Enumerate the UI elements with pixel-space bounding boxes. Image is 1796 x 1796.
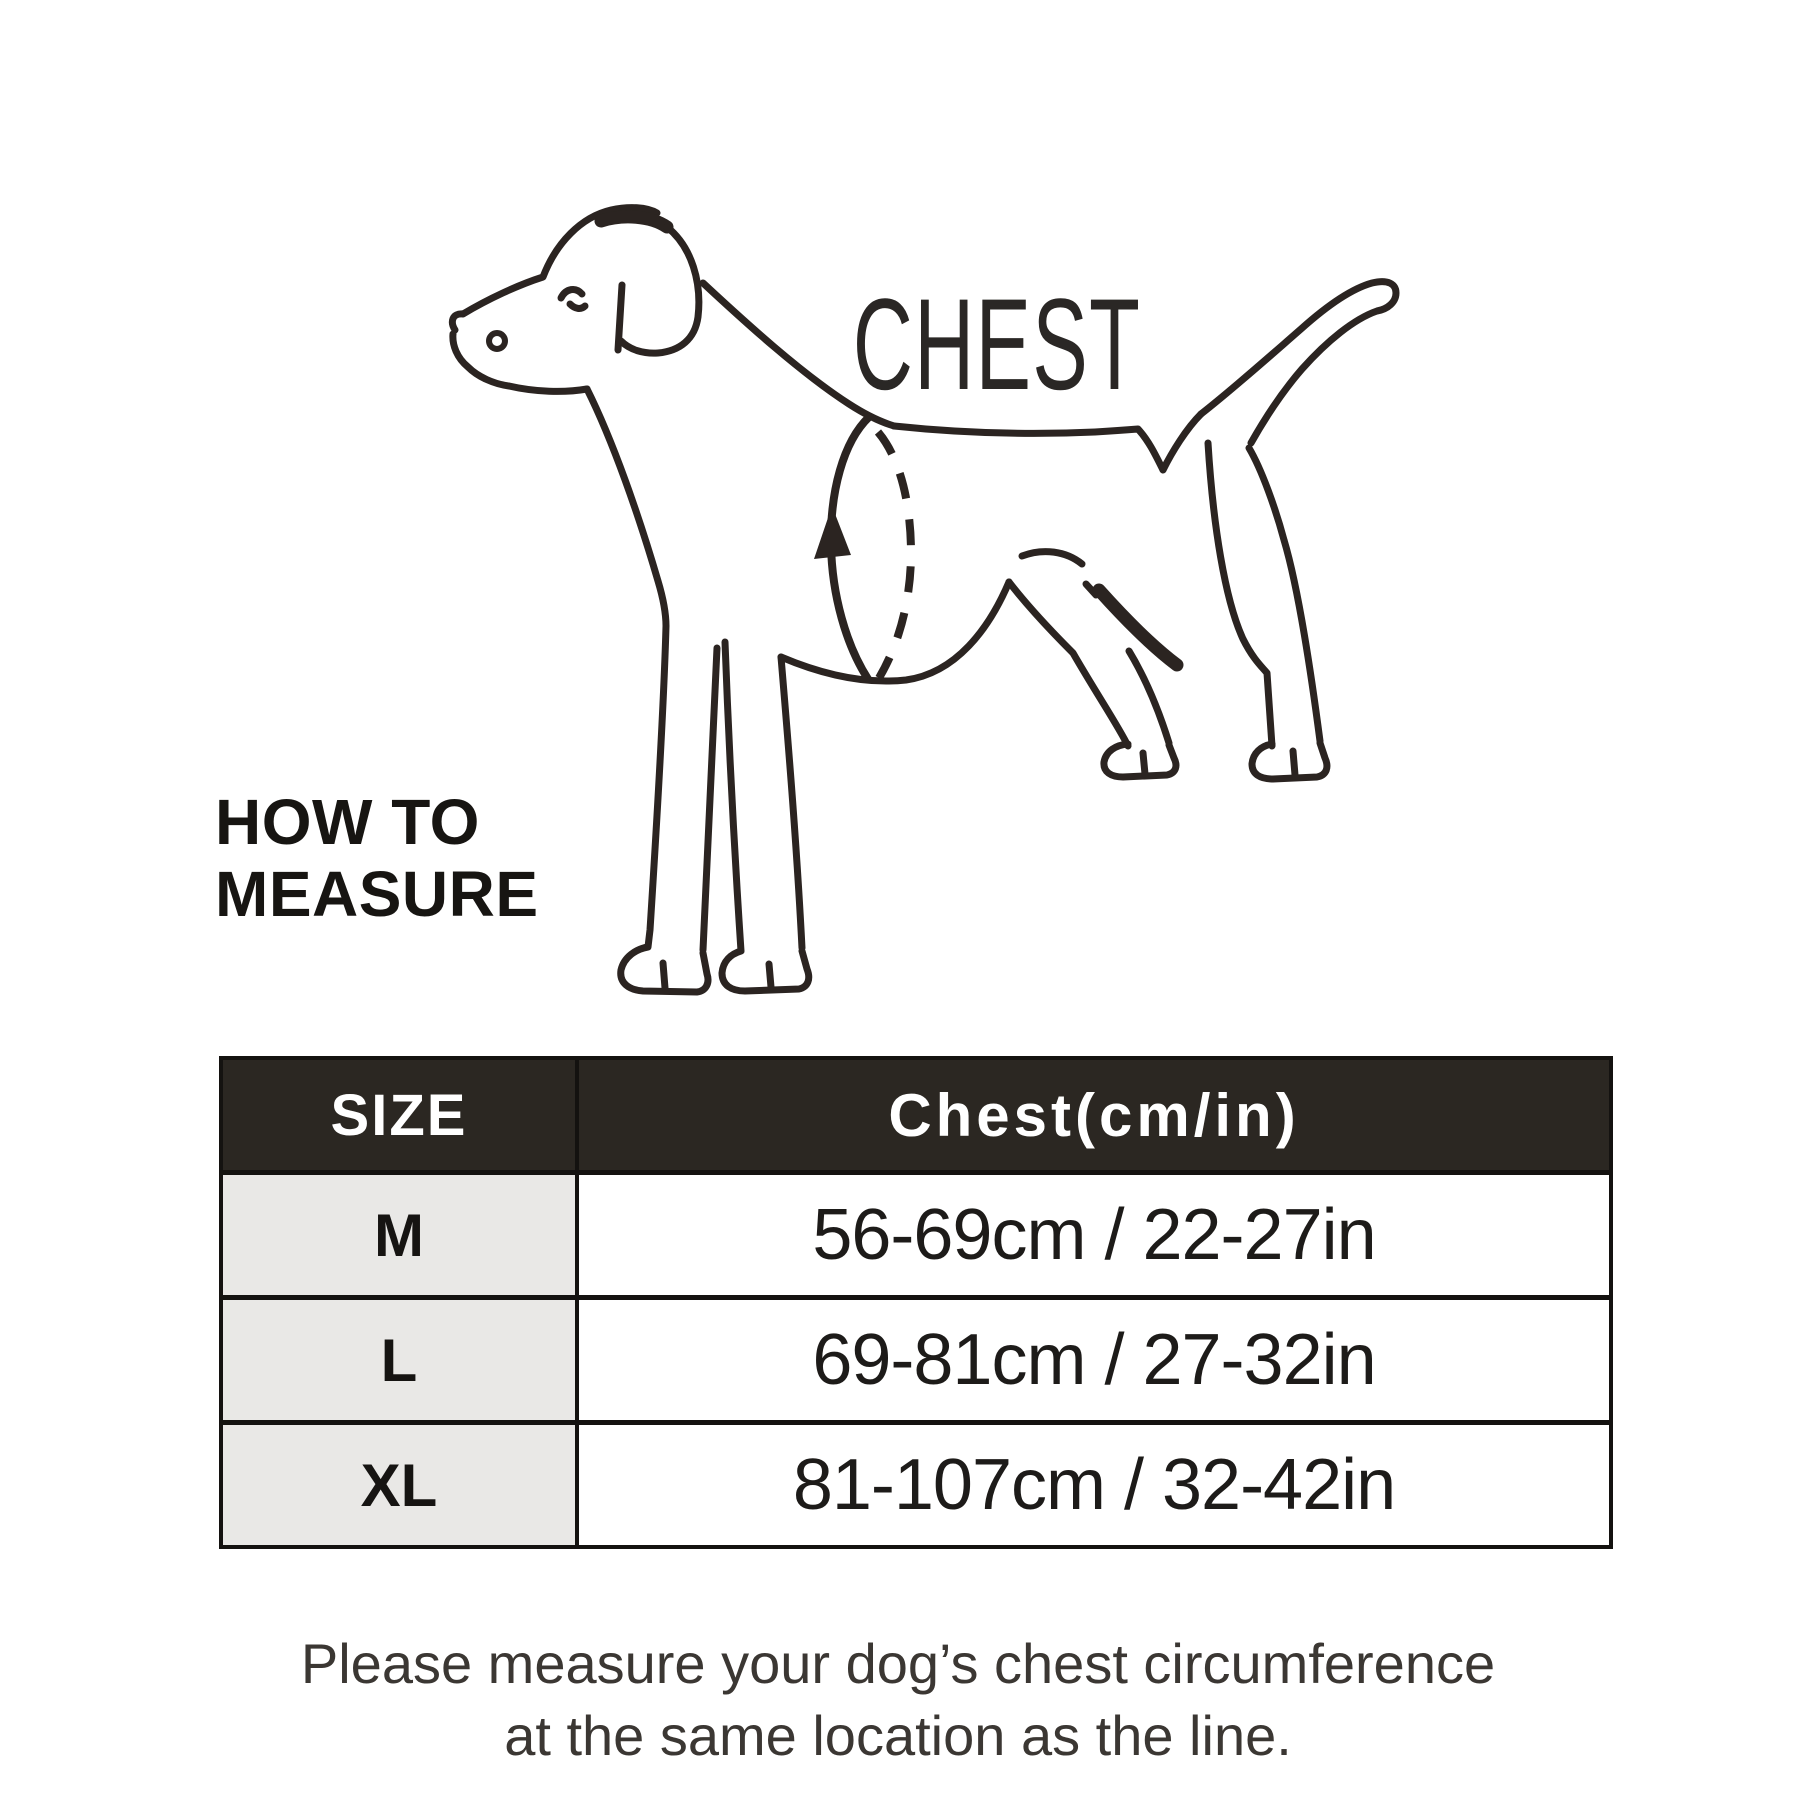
dog-eye-icon [566, 300, 589, 312]
measure-arrowhead-icon [814, 506, 851, 559]
dog-hind-paw [1100, 740, 1180, 781]
dog-muzzle-top [448, 204, 661, 334]
chest-range: 56-69cm / 22-27in [579, 1175, 1609, 1295]
column-header-chest: Chest(cm/in) [579, 1060, 1609, 1170]
dog-back [890, 410, 1205, 474]
dog-ear [617, 223, 703, 357]
dog-toe-mark [765, 960, 775, 991]
dog-toe-mark [1289, 747, 1299, 779]
measure-note-line-1: Please measure your dog’s chest circumfe… [300, 1632, 1496, 1695]
dog-haunch [1018, 548, 1086, 568]
table-row-l: L 69-81cm / 27-32in [223, 1295, 1609, 1420]
measure-arc-dashed [874, 429, 915, 681]
measure-note-line-2: at the same location as the line. [504, 1704, 1292, 1767]
dog-far-front-leg-back-edge [777, 653, 806, 952]
table-row-xl: XL 81-107cm / 32-42in [223, 1420, 1609, 1545]
dog-far-hind-leg-back-edge [1245, 444, 1324, 745]
column-header-size: SIZE [223, 1060, 579, 1170]
table-header-row: SIZE Chest(cm/in) [223, 1060, 1609, 1170]
dog-front-leg-back-edge [699, 644, 721, 954]
dog-eye-icon [557, 286, 586, 302]
dog-neck [699, 279, 898, 430]
chest-label: CHEST [853, 272, 1141, 417]
dog-outline [448, 204, 1400, 996]
dog-belly [777, 578, 1013, 685]
dog-nostril [486, 330, 508, 352]
how-to-measure-heading: HOW TO MEASURE [215, 786, 539, 930]
dog-far-hind-paw [1248, 739, 1331, 783]
dog-ear-top [594, 210, 674, 234]
dog-tail [1197, 278, 1400, 447]
chest-range: 69-81cm / 27-32in [579, 1300, 1609, 1420]
dog-far-front-leg [718, 638, 813, 995]
dog-hind-leg [1005, 578, 1132, 750]
dog-ear-inner [614, 281, 626, 354]
table-row-m: M 56-69cm / 22-27in [223, 1170, 1609, 1295]
sizing-table: SIZE Chest(cm/in) M 56-69cm / 22-27in L … [219, 1056, 1613, 1549]
dog-jaw [449, 330, 591, 395]
size-label: XL [223, 1425, 579, 1545]
chest-range: 81-107cm / 32-42in [579, 1425, 1609, 1545]
heading-line-2: MEASURE [215, 858, 539, 930]
dog-illustration: CHEST [448, 204, 1400, 996]
size-label: M [223, 1175, 579, 1295]
dog-hind-leg-back-edge [1125, 647, 1173, 747]
dog-leg-shadow [1092, 583, 1184, 672]
dog-chest-front-leg [583, 385, 712, 996]
measurement-line [814, 413, 915, 683]
dog-toe-mark [1139, 749, 1149, 778]
heading-line-1: HOW TO [215, 786, 480, 858]
measure-note: Please measure your dog’s chest circumfe… [0, 1628, 1796, 1772]
size-label: L [223, 1300, 579, 1420]
dog-far-hind-leg [1204, 439, 1276, 750]
dog-toe-mark [659, 959, 669, 992]
